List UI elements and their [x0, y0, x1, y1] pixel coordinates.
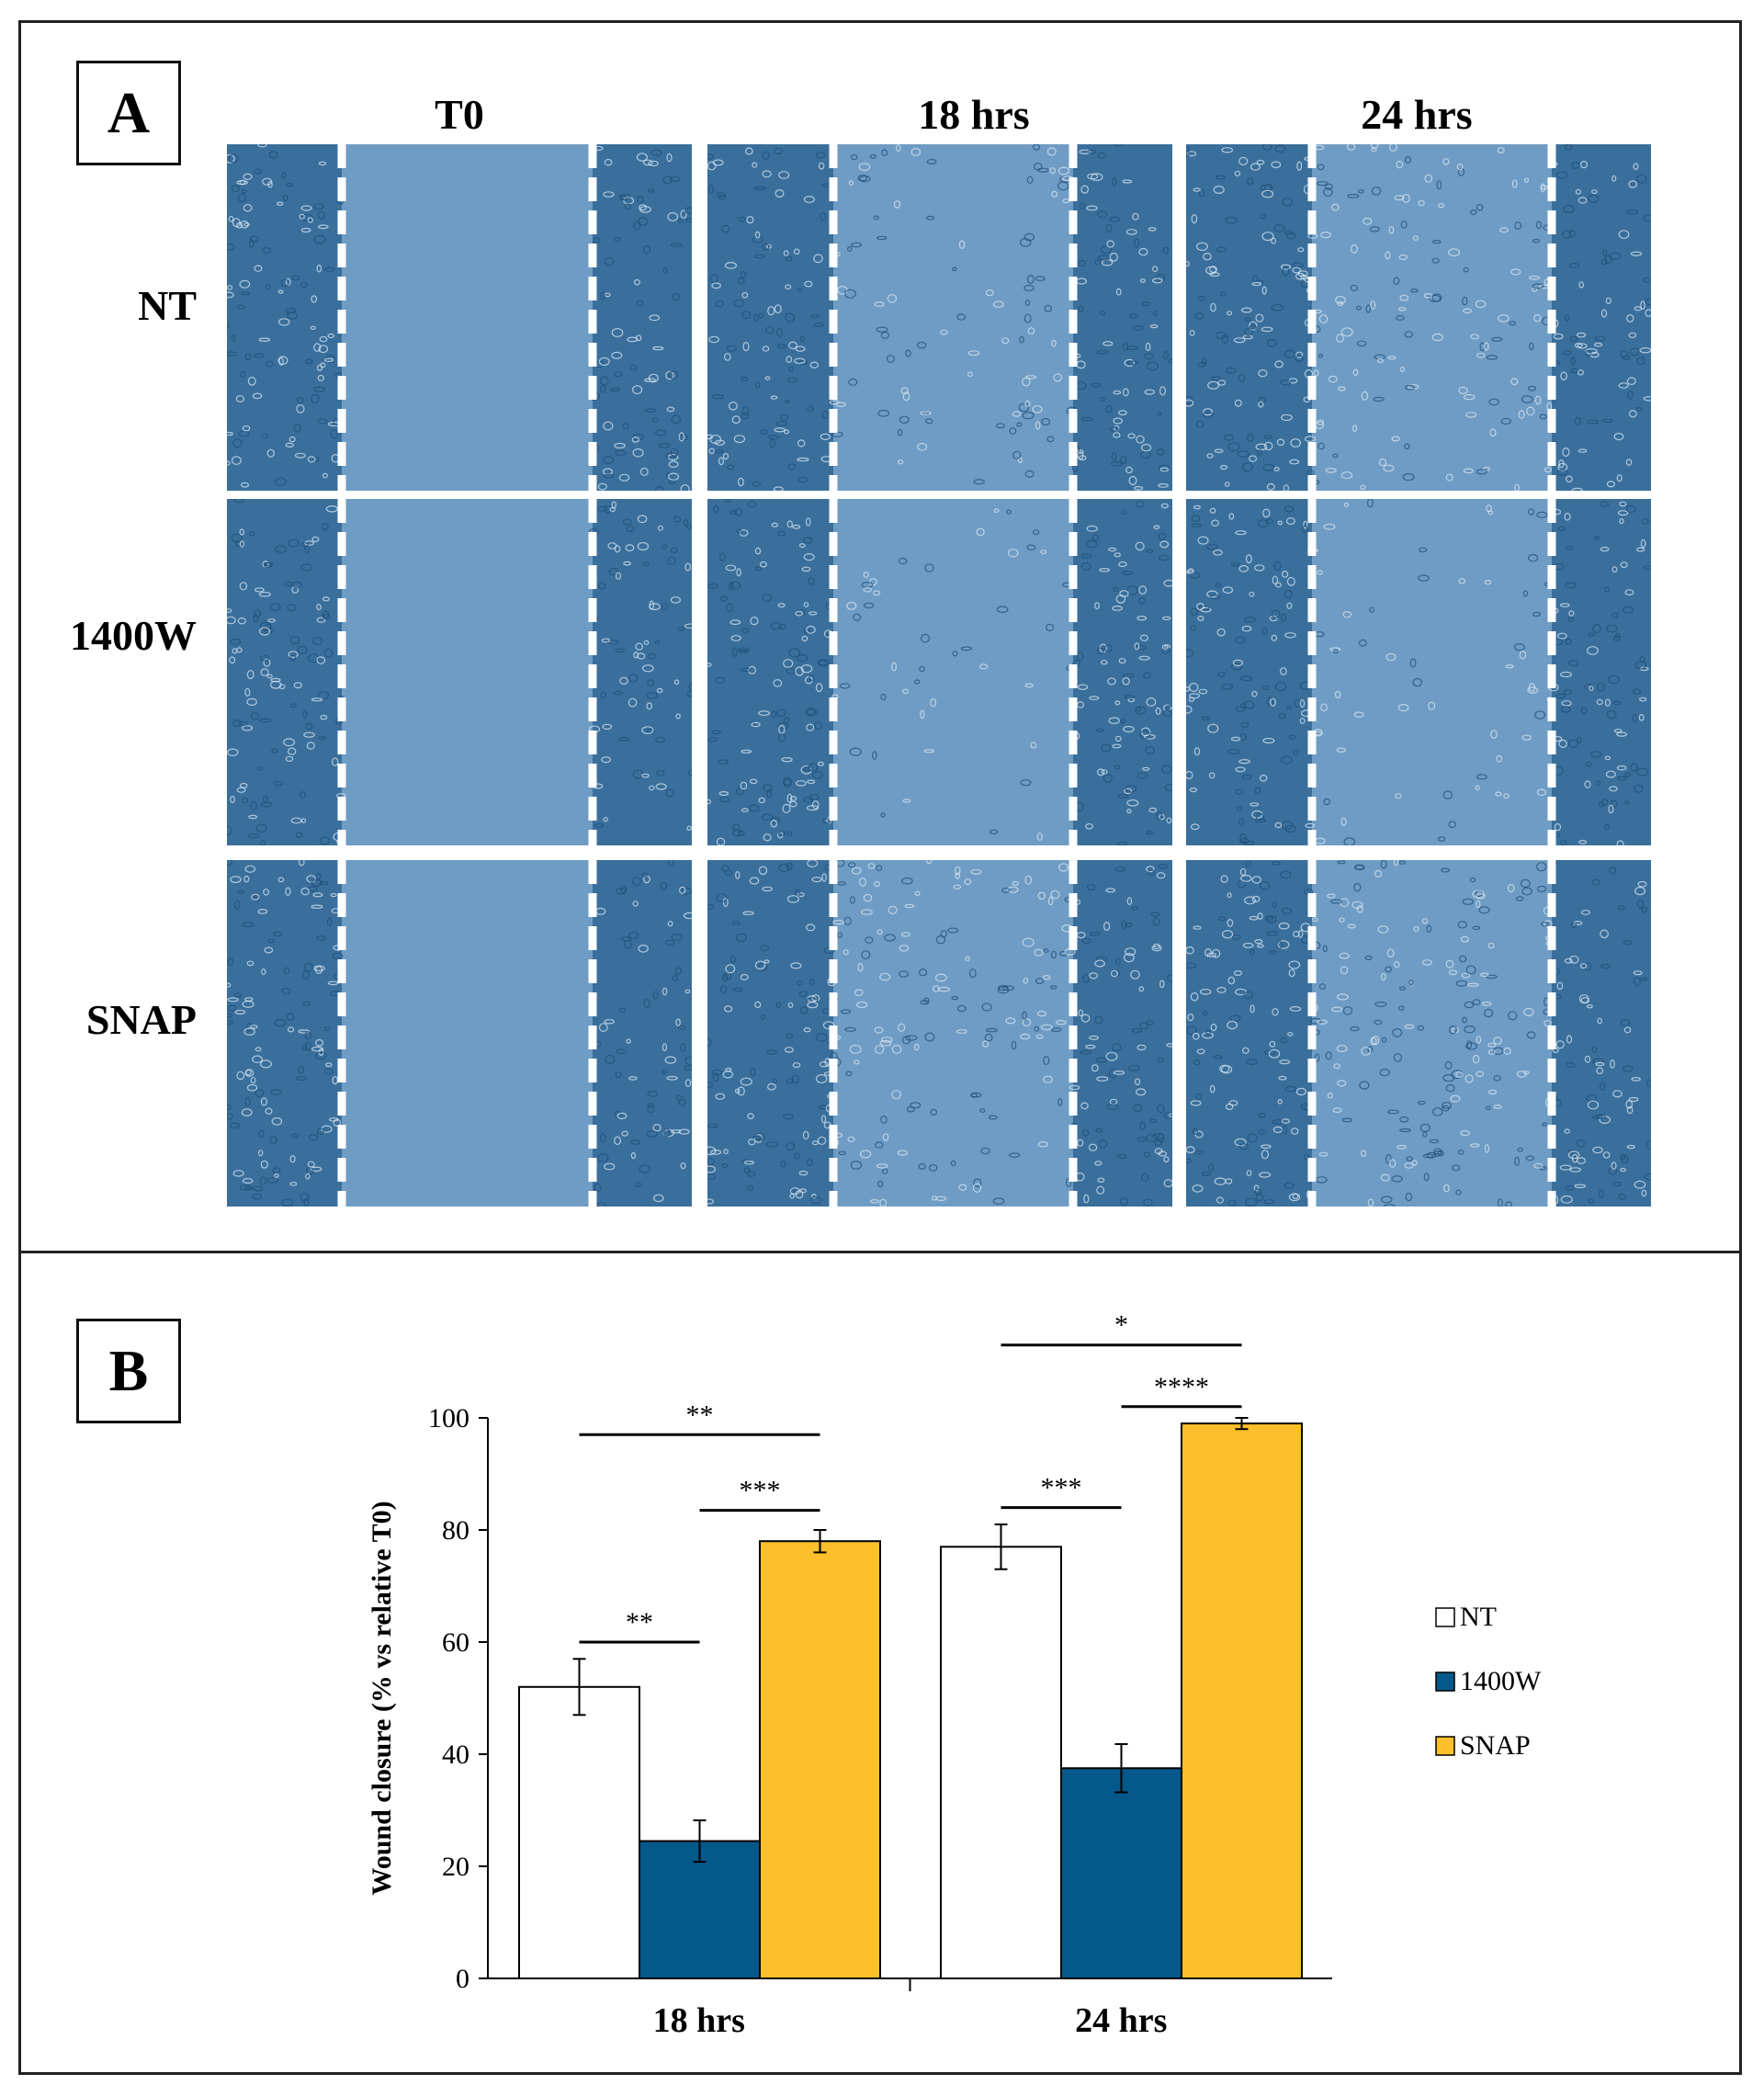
legend-label-nt: NT: [1460, 1602, 1497, 1632]
panel-divider: [18, 1251, 1742, 1253]
column-header-18hrs: 18 hrs: [918, 91, 1030, 138]
column-header-t0: T0: [435, 91, 484, 138]
bar-nt-18hrs: [518, 1685, 640, 1979]
row-label-nt: NT: [138, 282, 197, 329]
y-tick-label: 80: [442, 1515, 469, 1546]
micrograph-nt-t0: [227, 144, 692, 491]
y-tick-label: 60: [442, 1627, 469, 1658]
significance-label: **: [626, 1607, 653, 1637]
micrograph-snap-18hrs: [707, 860, 1172, 1207]
significance-label: *: [1114, 1310, 1128, 1341]
micrograph-nt-18hrs: [707, 144, 1172, 491]
bar-snap-18hrs: [759, 1540, 881, 1979]
bar-snap-24hrs: [1181, 1422, 1303, 1980]
significance-label: ***: [740, 1476, 781, 1506]
micrograph-snap-24hrs: [1186, 860, 1651, 1207]
micrograph-nt-24hrs: [1186, 144, 1651, 491]
x-tick-label-24hrs: 24 hrs: [1075, 2001, 1167, 2040]
legend-label-snap: SNAP: [1460, 1730, 1531, 1761]
y-tick-label: 40: [442, 1739, 469, 1770]
micrograph-1400w-24hrs: [1186, 499, 1651, 845]
legend-label-1400w: 1400W: [1460, 1666, 1542, 1696]
micrograph-1400w-18hrs: [707, 499, 1172, 845]
legend-swatch-snap: [1435, 1736, 1455, 1756]
y-tick-label: 100: [428, 1403, 469, 1433]
bar-1400w-24hrs: [1060, 1767, 1182, 1979]
y-tick-label: 0: [456, 1964, 469, 1994]
significance-label: **: [686, 1399, 714, 1430]
row-label-snap: SNAP: [85, 996, 197, 1043]
significance-label: ****: [1154, 1372, 1209, 1402]
legend-swatch-1400w: [1435, 1671, 1455, 1692]
bar-nt-24hrs: [940, 1546, 1062, 1979]
legend-swatch-nt: [1435, 1607, 1455, 1627]
micrograph-1400w-t0: [227, 499, 692, 845]
wound-closure-bar-chart: 0 20 40 60 80 100 Wound closure (% vs relative…: [367, 1310, 1542, 2040]
x-tick-label-18hrs: 18 hrs: [653, 2001, 745, 2040]
row-label-1400w: 1400W: [70, 612, 197, 659]
significance-label: ***: [1041, 1473, 1082, 1503]
panel-b-letter: B: [76, 1319, 181, 1423]
figure-frame: [18, 20, 1742, 2075]
micrograph-snap-t0: [227, 860, 692, 1207]
y-axis-label: Wound closure (% vs relative T0): [367, 1501, 397, 1895]
panel-a-letter: A: [76, 61, 181, 165]
y-tick-label: 20: [442, 1852, 469, 1882]
column-header-24hrs: 24 hrs: [1361, 91, 1473, 138]
